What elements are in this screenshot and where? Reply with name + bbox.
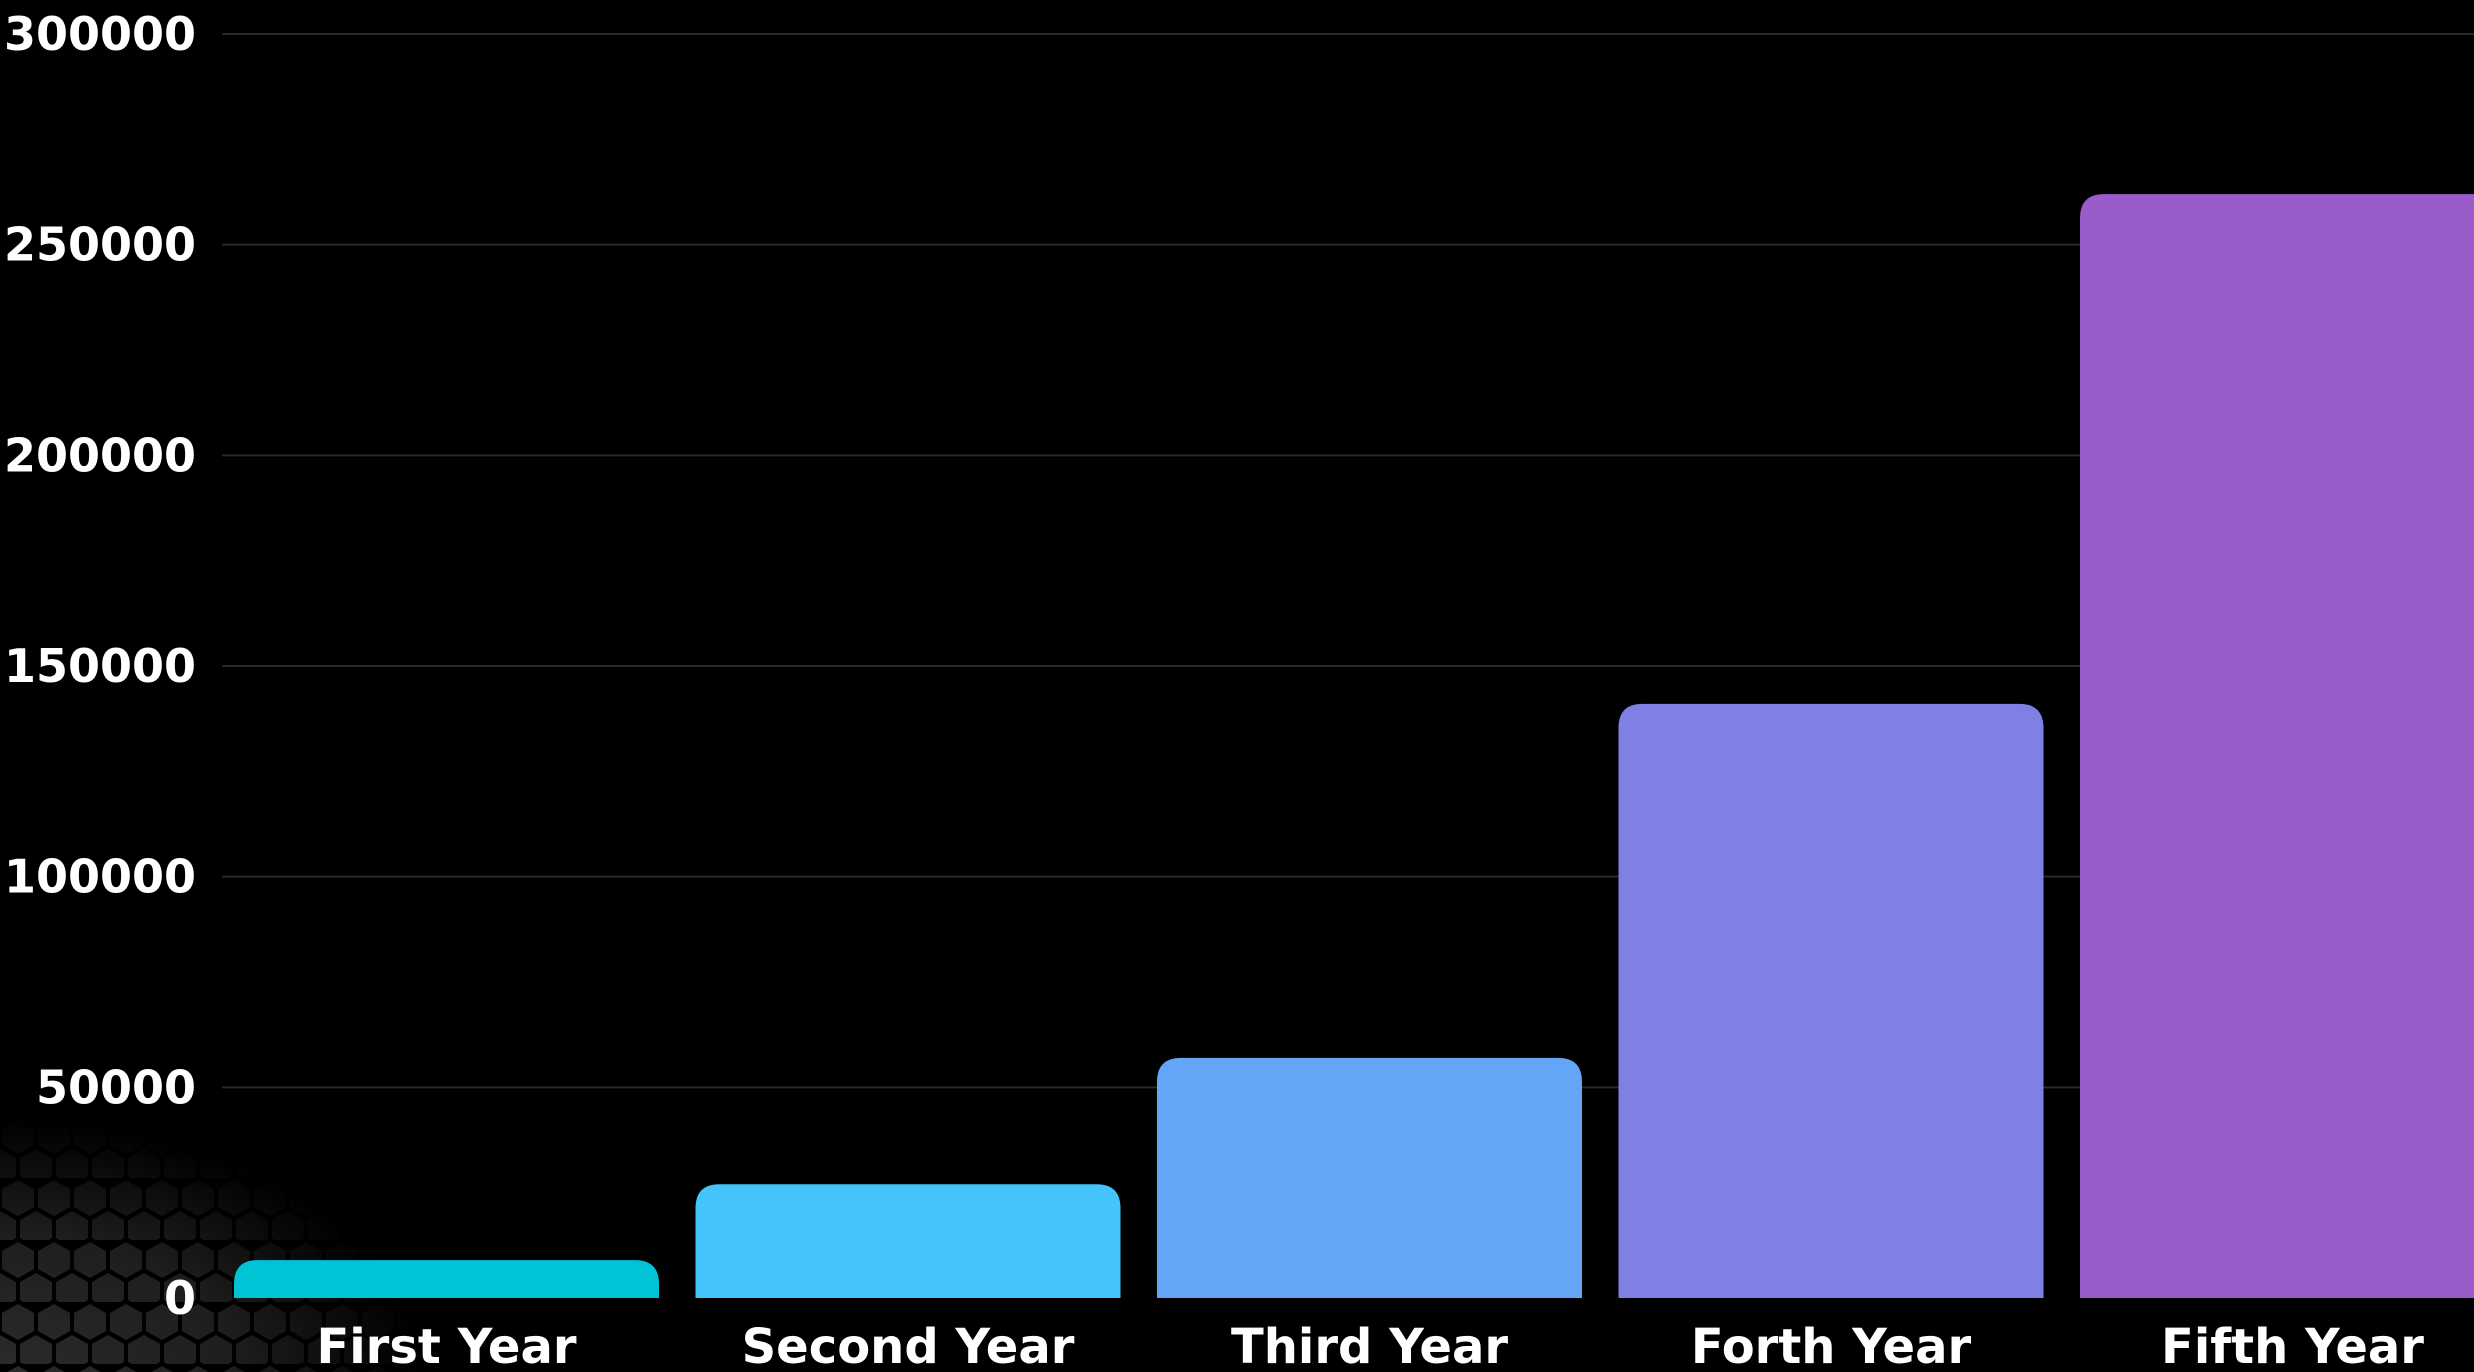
- y-tick-label: 100000: [4, 850, 196, 904]
- x-category-label: Third Year: [1231, 1319, 1508, 1372]
- y-tick-label: 50000: [36, 1060, 196, 1114]
- bars: [234, 194, 2474, 1298]
- x-category-label: Fifth Year: [2161, 1319, 2424, 1372]
- y-tick-label: 200000: [4, 428, 196, 482]
- x-category-label: First Year: [316, 1319, 576, 1372]
- hexagon-decoration: [0, 1120, 420, 1372]
- gridlines: [222, 33, 2474, 1089]
- y-tick-label: 0: [164, 1271, 196, 1325]
- x-category-label: Forth Year: [1691, 1319, 1972, 1372]
- y-axis-ticks: 0 50000 100000 150000 200000 250000 300000: [4, 7, 196, 1325]
- x-axis-categories: First Year Second Year Third Year Forth Yea…: [316, 1319, 2424, 1372]
- bar-third-year: [1157, 1057, 1582, 1298]
- bar-second-year: [695, 1184, 1121, 1298]
- y-tick-label: 300000: [4, 7, 196, 61]
- y-tick-label: 250000: [4, 218, 196, 272]
- bar-forth-year: [1618, 703, 2044, 1298]
- bar-first-year: [234, 1260, 659, 1298]
- y-tick-label: 150000: [4, 639, 196, 693]
- x-category-label: Second Year: [742, 1319, 1075, 1372]
- bar-fifth-year: [2080, 194, 2474, 1298]
